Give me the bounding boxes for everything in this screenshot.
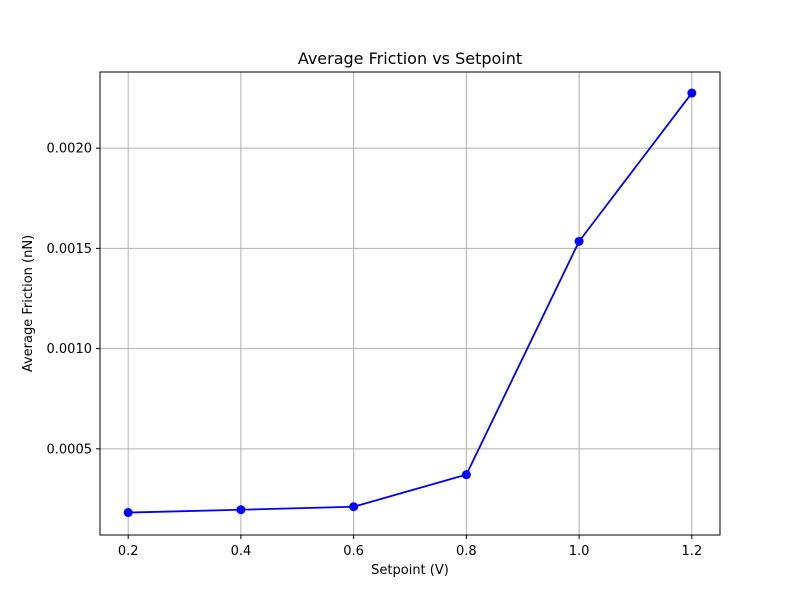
series-line — [128, 92, 693, 514]
x-tick-label: 0.6 — [343, 544, 364, 559]
data-point — [574, 236, 584, 246]
y-tick-label: 0.0020 — [47, 142, 93, 157]
x-tick-label: 0.2 — [118, 544, 139, 559]
x-tick-label: 0.8 — [456, 544, 477, 559]
grid-lines — [100, 72, 720, 535]
data-series — [123, 88, 697, 518]
y-tick-label: 0.0005 — [47, 442, 93, 457]
x-axis-label: Setpoint (V) — [371, 563, 449, 578]
plot-area-frame — [99, 71, 721, 536]
y-tick-label: 0.0015 — [47, 242, 93, 257]
data-point — [349, 502, 359, 512]
axis-ticks: 0.2 0.4 0.6 0.8 1.0 1.2 0.0005 0.0010 0.0015 0.00… — [47, 142, 703, 559]
y-axis-label: Average Friction (nN) — [21, 235, 36, 372]
data-point — [123, 508, 133, 518]
data-point — [687, 88, 697, 98]
data-point — [236, 505, 246, 515]
x-tick-label: 0.4 — [231, 544, 252, 559]
chart-title: Average Friction vs Setpoint — [298, 49, 522, 68]
x-tick-label: 1.2 — [681, 544, 702, 559]
y-tick-label: 0.0010 — [47, 342, 93, 357]
data-point — [461, 470, 471, 480]
x-tick-label: 1.0 — [569, 544, 590, 559]
